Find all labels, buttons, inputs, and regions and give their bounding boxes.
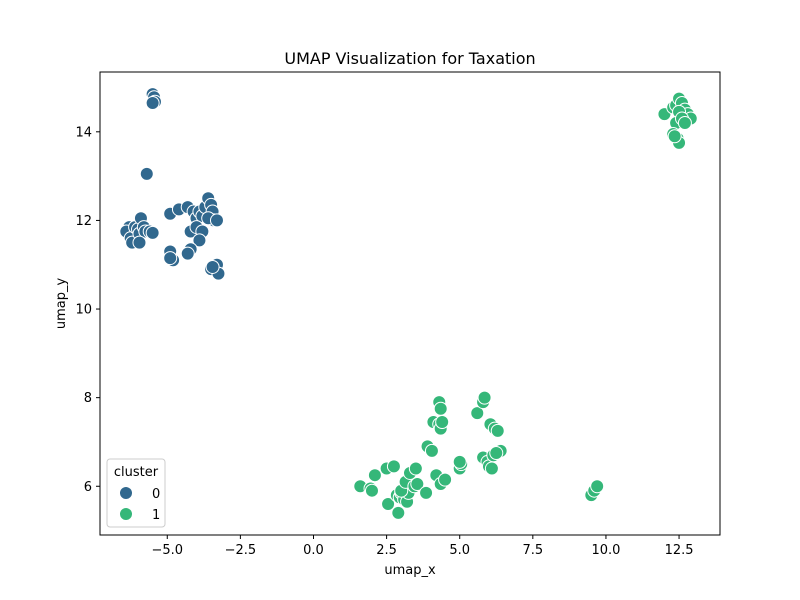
- data-point-cluster-1: [470, 406, 485, 421]
- y-tick-label: 10: [75, 303, 92, 318]
- data-point-cluster-1: [452, 454, 467, 469]
- data-point-cluster-1: [677, 115, 692, 130]
- data-point-cluster-0: [139, 166, 154, 181]
- data-point-cluster-0: [205, 259, 220, 274]
- y-tick-label: 8: [84, 391, 92, 406]
- data-point-cluster-0: [132, 235, 147, 250]
- x-tick-label: −2.5: [225, 543, 257, 558]
- x-tick-label: 5.0: [449, 543, 470, 558]
- y-tick-label: 6: [84, 480, 92, 495]
- legend: cluster 01: [106, 458, 166, 528]
- x-tick-label: 0.0: [303, 543, 324, 558]
- legend-marker-0: [119, 486, 133, 500]
- y-tick-label: 14: [75, 125, 92, 140]
- data-point-cluster-1: [386, 459, 401, 474]
- data-point-cluster-0: [163, 251, 178, 266]
- legend-label-0: 0: [152, 487, 160, 502]
- data-point-cluster-1: [408, 461, 423, 476]
- data-point-cluster-1: [435, 415, 450, 430]
- y-axis: 6 8 10 12 14: [75, 125, 100, 495]
- chart-title: UMAP Visualization for Taxation: [284, 49, 535, 68]
- data-point-cluster-1: [364, 483, 379, 498]
- data-point-cluster-0: [145, 96, 160, 111]
- x-tick-label: 7.5: [522, 543, 543, 558]
- data-point-cluster-1: [433, 401, 448, 416]
- x-axis: −5.0 −2.5 0.0 2.5 5.0 7.5 10.0 12.5: [151, 535, 694, 558]
- y-tick-label: 12: [75, 214, 92, 229]
- points-layer: [119, 87, 698, 520]
- x-axis-title: umap_x: [384, 563, 436, 578]
- data-point-cluster-0: [192, 233, 207, 248]
- x-tick-label: −5.0: [151, 543, 183, 558]
- y-axis-title: umap_y: [54, 278, 69, 330]
- data-point-cluster-1: [667, 129, 682, 144]
- data-point-cluster-1: [477, 390, 492, 405]
- data-point-cluster-1: [424, 443, 439, 458]
- legend-entries: 01: [119, 486, 160, 523]
- data-point-cluster-0: [145, 225, 160, 240]
- data-point-cluster-1: [419, 485, 434, 500]
- legend-label-1: 1: [152, 508, 160, 523]
- legend-marker-1: [119, 507, 133, 521]
- data-point-cluster-1: [590, 479, 605, 494]
- data-point-cluster-1: [391, 505, 406, 520]
- data-point-cluster-1: [438, 472, 453, 487]
- data-point-cluster-0: [180, 246, 195, 261]
- data-point-cluster-1: [410, 477, 425, 492]
- x-tick-label: 12.5: [665, 543, 694, 558]
- x-tick-label: 2.5: [376, 543, 397, 558]
- data-point-cluster-1: [381, 496, 396, 511]
- plot-frame: [99, 71, 721, 536]
- legend-title: cluster: [114, 465, 159, 480]
- data-point-cluster-1: [484, 461, 499, 476]
- data-point-cluster-1: [367, 468, 382, 483]
- x-tick-label: 10.0: [591, 543, 620, 558]
- data-point-cluster-1: [490, 423, 505, 438]
- data-point-cluster-1: [489, 446, 504, 461]
- data-point-cluster-0: [209, 213, 224, 228]
